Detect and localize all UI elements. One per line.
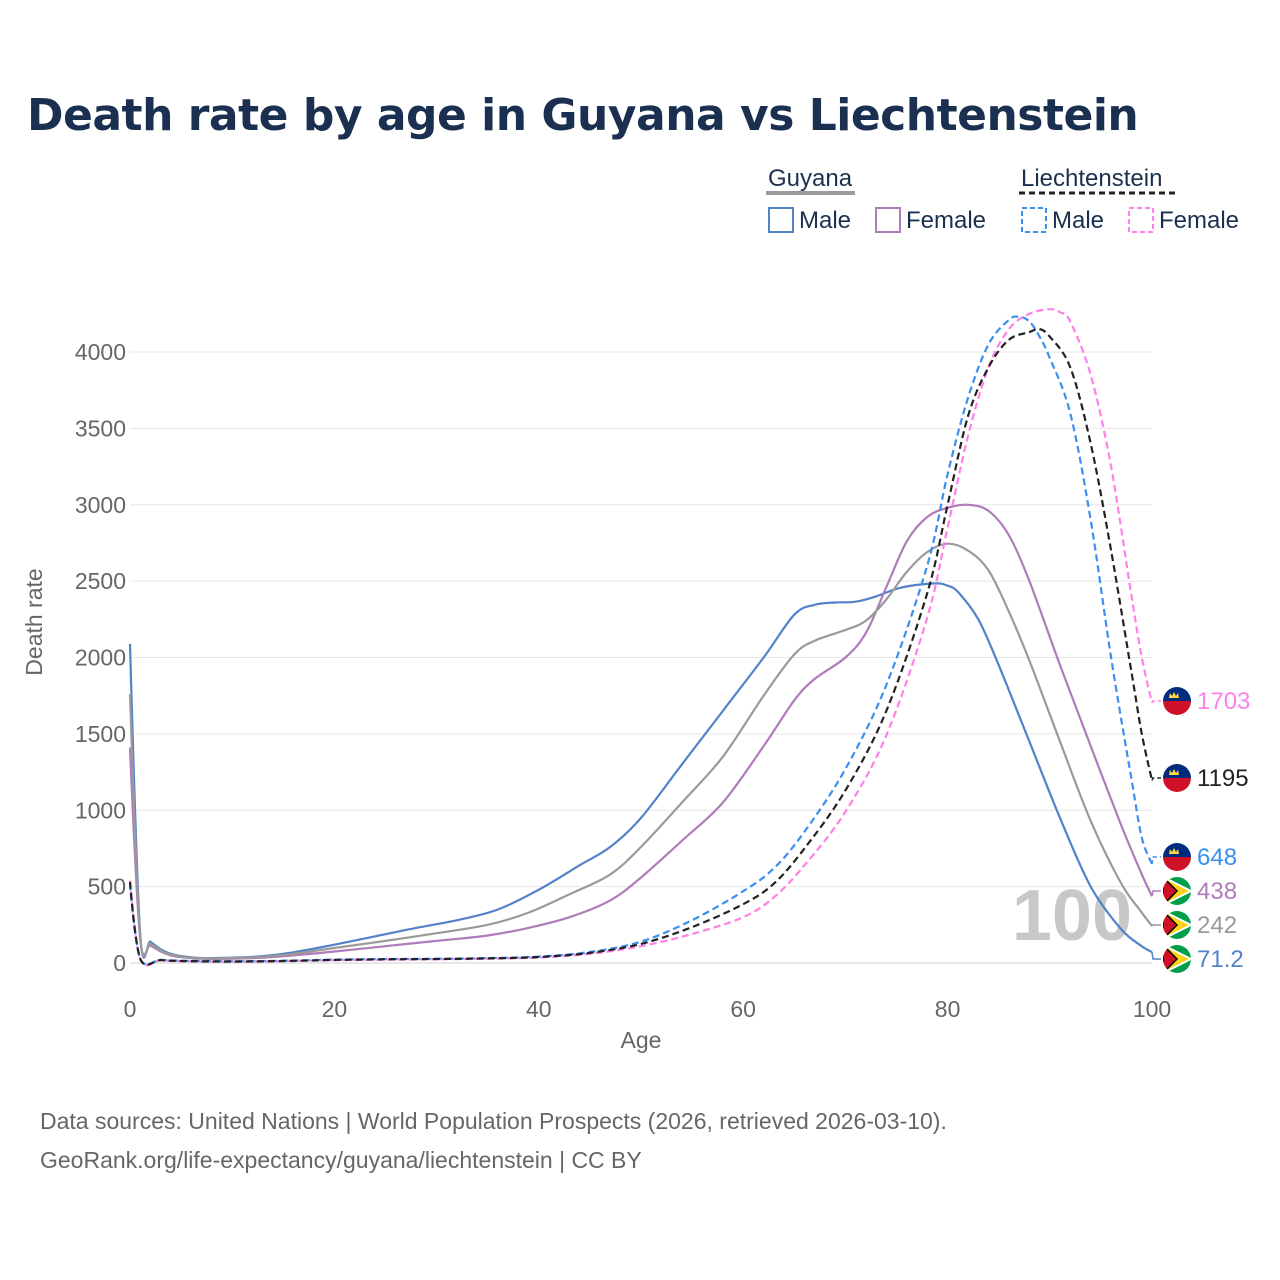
legend-label-liechtenstein-female: Female bbox=[1159, 207, 1239, 234]
source-url[interactable]: GeoRank.org/life-expectancy/guyana/liech… bbox=[40, 1147, 642, 1173]
y-axis: 0 500 1000 1500 2000 2500 3000 3500 4000 bbox=[75, 339, 126, 976]
y-tick-label: 2500 bbox=[75, 568, 126, 594]
x-tick-label: 0 bbox=[124, 996, 137, 1022]
y-tick-label: 1500 bbox=[75, 721, 126, 747]
end-label-liechtenstein-male: 648 bbox=[1197, 844, 1237, 871]
x-axis-label: Age bbox=[621, 1027, 662, 1053]
source-text: Data sources: United Nations | World Pop… bbox=[40, 1108, 947, 1134]
legend-group-title-liechtenstein: Liechtenstein bbox=[1021, 165, 1162, 192]
x-tick-label: 60 bbox=[730, 996, 756, 1022]
legend-swatch-liechtenstein-female bbox=[1128, 207, 1154, 233]
series-line-guyana-male[interactable] bbox=[128, 582, 1153, 960]
x-tick-label: 40 bbox=[526, 996, 552, 1022]
y-tick-label: 3000 bbox=[75, 492, 126, 518]
end-connector-liechtenstein-total bbox=[1151, 777, 1161, 781]
y-tick-label: 2000 bbox=[75, 645, 126, 671]
end-connector-guyana-female bbox=[1151, 890, 1161, 897]
series-layer bbox=[128, 308, 1161, 967]
series-line-liechtenstein-female[interactable] bbox=[128, 308, 1154, 967]
y-tick-label: 0 bbox=[113, 950, 126, 976]
series-line-liechtenstein-male[interactable] bbox=[128, 315, 1154, 966]
end-label-guyana-female: 438 bbox=[1197, 878, 1237, 905]
year-watermark: 100 bbox=[1012, 876, 1132, 956]
end-connector-liechtenstein-female bbox=[1151, 700, 1161, 704]
end-label-guyana-total: 242 bbox=[1197, 912, 1237, 939]
y-tick-label: 4000 bbox=[75, 339, 126, 365]
legend-label-liechtenstein-male: Male bbox=[1052, 207, 1104, 234]
legend: Guyana Male Female Liechtenstein Male Fe… bbox=[766, 165, 1239, 234]
legend-swatch-liechtenstein-male bbox=[1021, 207, 1047, 233]
guyana-flag-icon bbox=[1163, 877, 1191, 905]
y-tick-label: 1000 bbox=[75, 797, 126, 823]
legend-swatch-guyana-male bbox=[768, 207, 794, 233]
legend-label-guyana-female: Female bbox=[906, 207, 986, 234]
end-label-liechtenstein-female: 1703 bbox=[1197, 688, 1250, 715]
end-connector-guyana-male bbox=[1151, 952, 1161, 960]
end-connector-liechtenstein-male bbox=[1151, 856, 1161, 865]
end-labels: 71.2 438 242 648 1703 1195 bbox=[1163, 687, 1250, 973]
legend-label-guyana-male: Male bbox=[799, 207, 851, 234]
liechtenstein-flag-icon bbox=[1163, 764, 1191, 792]
y-axis-label: Death rate bbox=[21, 568, 47, 675]
guyana-flag-icon bbox=[1163, 945, 1191, 973]
end-label-guyana-male: 71.2 bbox=[1197, 946, 1244, 973]
y-tick-label: 3500 bbox=[75, 415, 126, 441]
series-line-liechtenstein-total[interactable] bbox=[128, 327, 1154, 966]
series-line-guyana-total[interactable] bbox=[128, 542, 1153, 960]
legend-swatch-guyana-female bbox=[875, 207, 901, 233]
x-tick-label: 80 bbox=[935, 996, 961, 1022]
liechtenstein-flag-icon bbox=[1163, 687, 1191, 715]
guyana-flag-icon bbox=[1163, 911, 1191, 939]
x-tick-label: 20 bbox=[322, 996, 348, 1022]
chart-title: Death rate by age in Guyana vs Liechtens… bbox=[27, 90, 1139, 141]
end-label-liechtenstein-total: 1195 bbox=[1197, 765, 1249, 792]
x-tick-label: 100 bbox=[1133, 996, 1171, 1022]
legend-group-guyana[interactable]: Guyana Male Female bbox=[766, 165, 986, 234]
series-line-guyana-female[interactable] bbox=[128, 503, 1153, 960]
legend-group-title-guyana: Guyana bbox=[768, 165, 853, 192]
liechtenstein-flag-icon bbox=[1163, 843, 1191, 871]
grid bbox=[130, 351, 1152, 964]
x-axis: 0 20 40 60 80 100 bbox=[124, 996, 1172, 1022]
end-connector-guyana-total bbox=[1151, 924, 1161, 927]
legend-group-liechtenstein[interactable]: Liechtenstein Male Female bbox=[1019, 165, 1239, 234]
y-tick-label: 500 bbox=[88, 874, 126, 900]
